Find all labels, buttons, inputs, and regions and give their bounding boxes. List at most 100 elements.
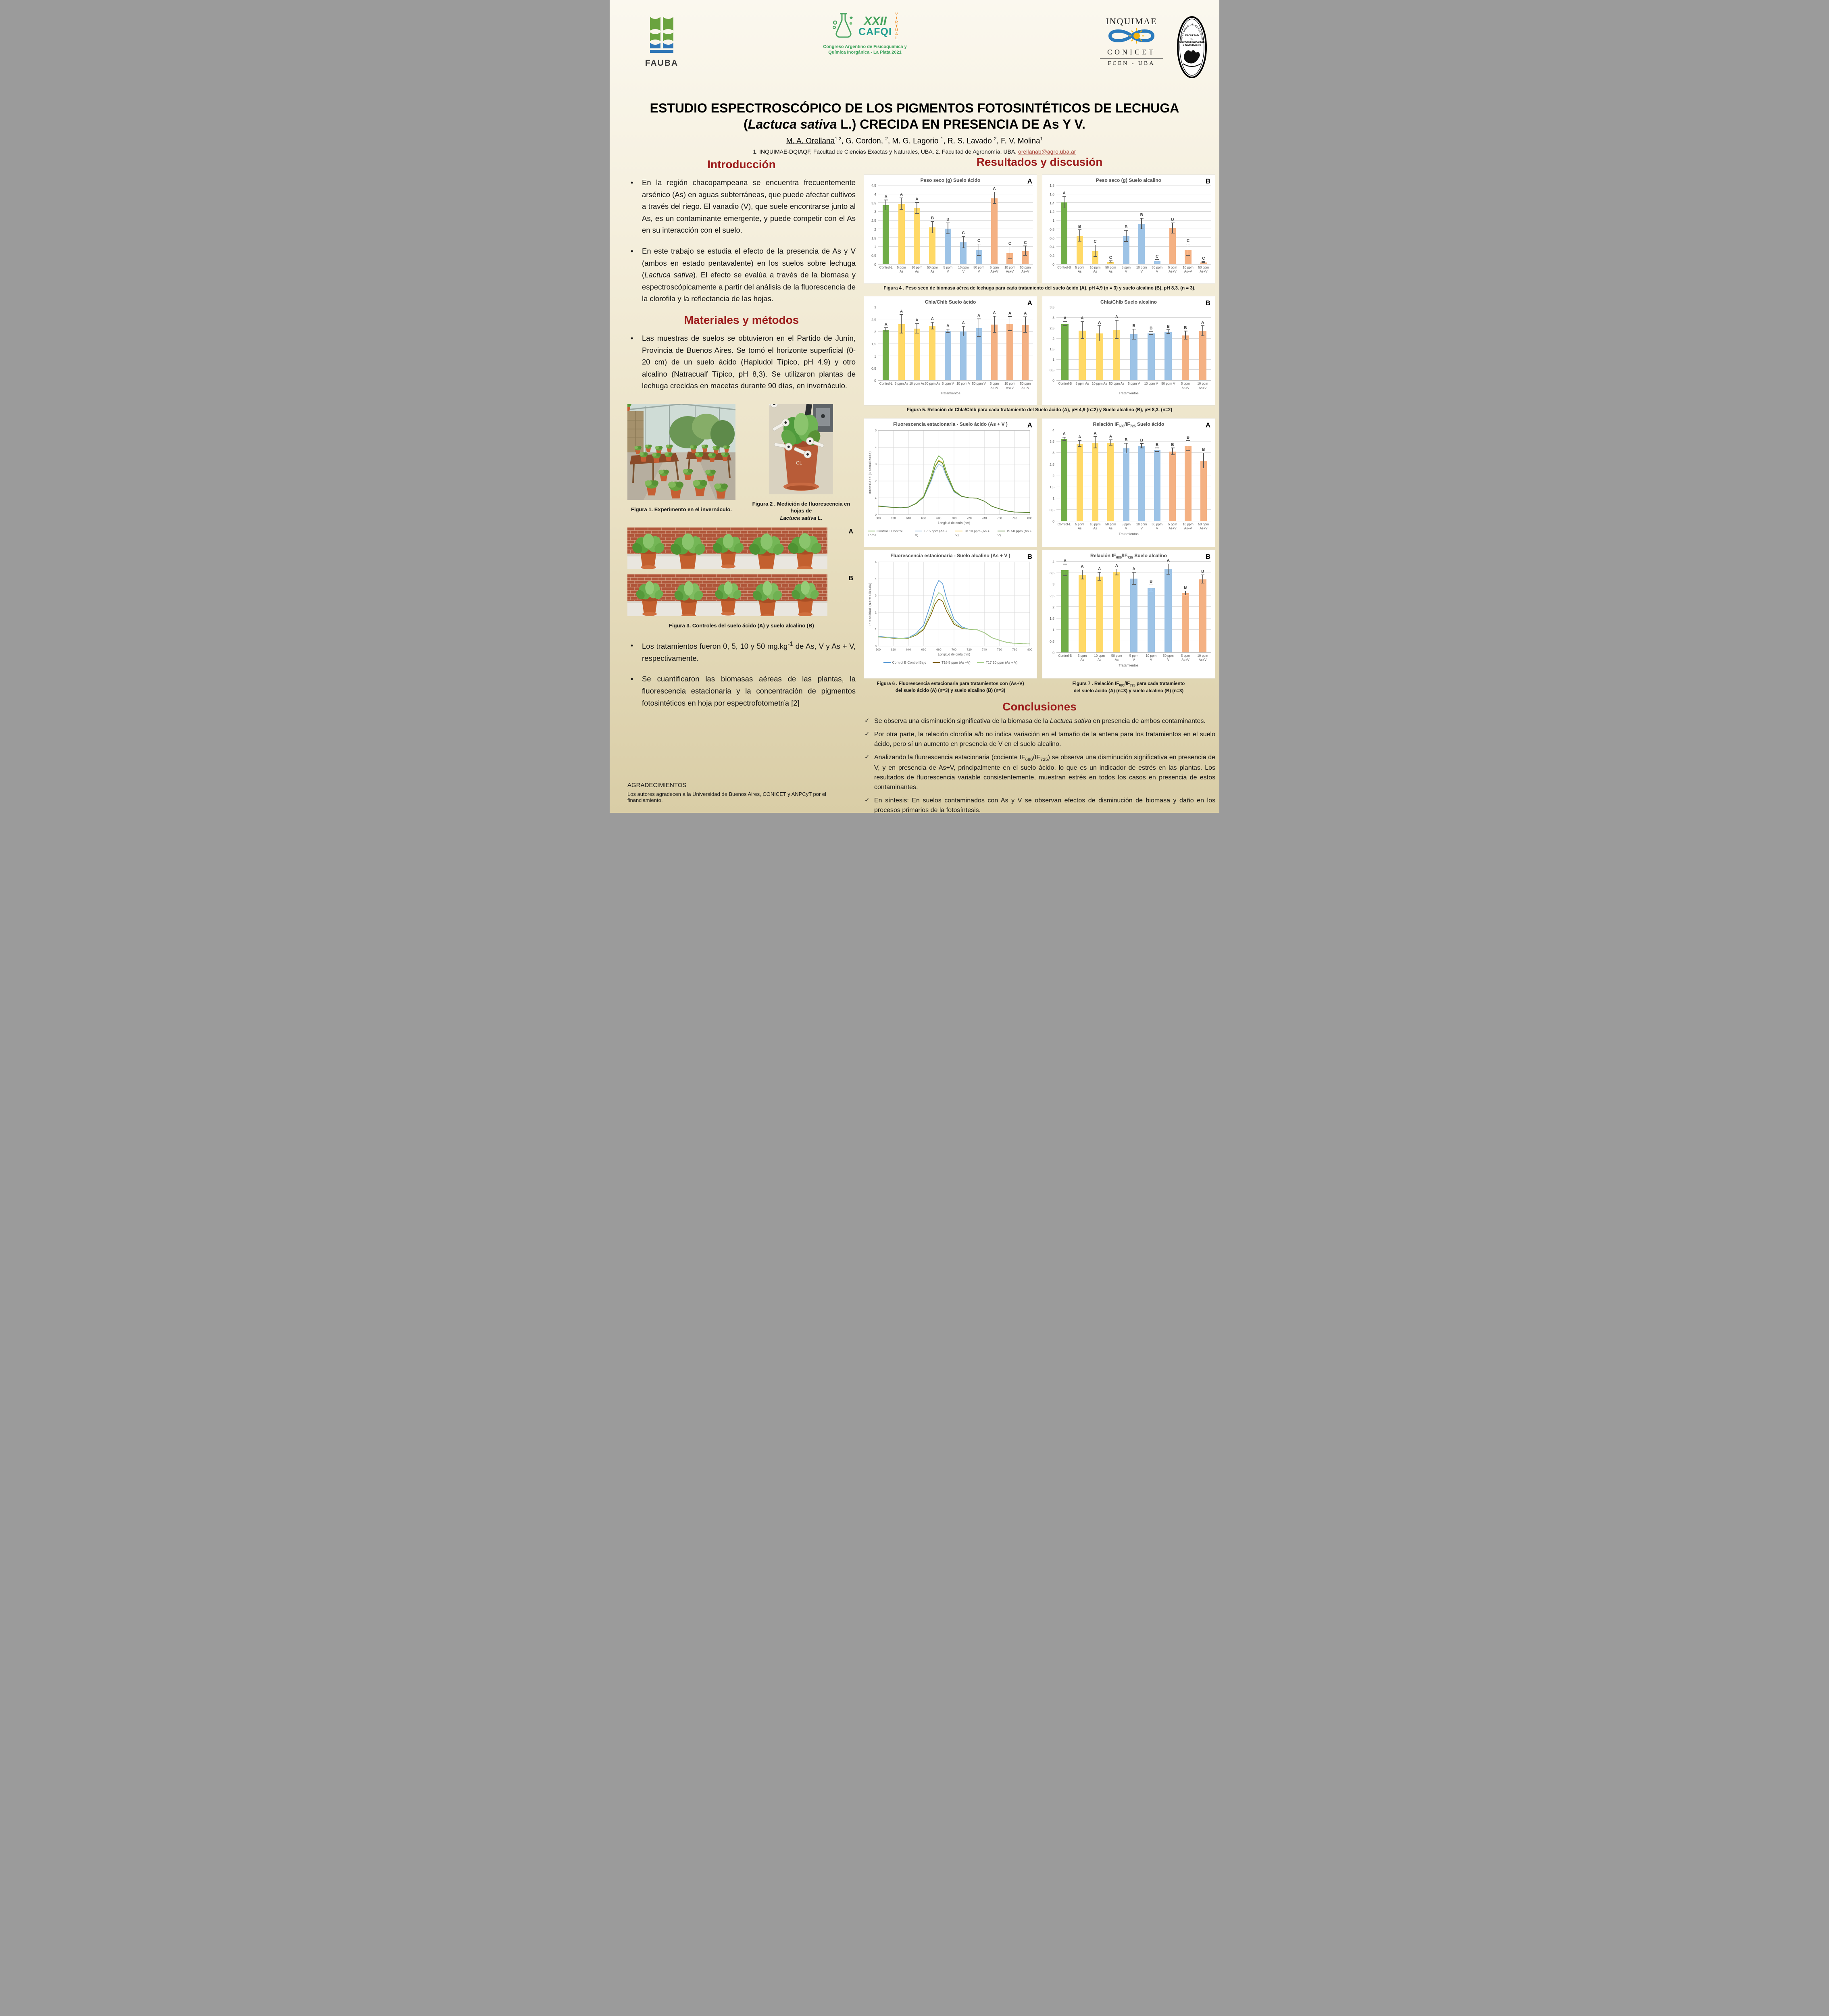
x-tick-label: 10 ppm As	[1089, 266, 1101, 274]
legend-swatch	[977, 662, 984, 663]
svg-text:5: 5	[875, 560, 877, 564]
bar-slot: B	[1142, 562, 1160, 652]
bar	[975, 328, 982, 381]
legend-swatch	[883, 662, 891, 663]
y-axis: 0 0,5 1 1,5 2 2,5 3 3,5 4 4,5	[871, 183, 876, 267]
x-tick-label: 10 ppm As+V	[1004, 382, 1015, 390]
bar-slot: A	[1002, 307, 1017, 381]
bar	[1164, 332, 1172, 381]
email-link[interactable]: orellanab@agro.uba.ar	[1018, 148, 1076, 155]
methods-bullet-2: Los tratamientos fueron 0, 5, 10 y 50 mg…	[627, 639, 856, 664]
bar	[883, 205, 890, 264]
results-heading: Resultados y discusión	[976, 156, 1103, 168]
x-tick-label: 10 ppm As+V	[1197, 382, 1208, 390]
bar	[1107, 442, 1114, 521]
fauba-logo: FAUBA	[644, 16, 680, 68]
x-tick-label: 50 ppm V	[1152, 266, 1162, 274]
figure3-photo-b: B	[627, 574, 856, 619]
uba-seal: UNIVERSIDAD·DE·BUENOS·AIRES FACULTAD DE …	[1176, 14, 1207, 79]
x-tick-label: 5 ppm V	[1128, 382, 1140, 386]
error-bar	[1064, 322, 1066, 326]
panel-letter: A	[1027, 177, 1032, 185]
significance-letter: B	[1156, 442, 1159, 447]
y-axis: 0 0,2 0,4 0,6 0,8 1 1,2 1,4 1,6 1,8	[1050, 183, 1054, 267]
svg-text:800: 800	[1027, 516, 1032, 520]
x-tick-label: 50 ppm V	[972, 382, 986, 386]
error-bar	[1095, 437, 1096, 448]
bar-slot: A	[878, 185, 894, 264]
chart-title: Chla/Chlb Suelo ácido	[925, 299, 976, 305]
bar	[1169, 452, 1176, 521]
x-axis-labels: Control-L 5 ppm As 10 ppm As 50 ppm As 5 ppm V 10…	[1056, 523, 1211, 531]
panel-letter: B	[1205, 299, 1210, 307]
x-tick-label: 10 ppm As	[909, 382, 925, 386]
significance-letter: A	[993, 187, 996, 192]
figure1-photo	[623, 402, 736, 502]
svg-text:Longitud de onda (nm): Longitud de onda (nm)	[938, 652, 970, 656]
significance-letter: A	[1094, 431, 1097, 436]
flask-icon	[832, 11, 855, 42]
legend-item: T7 5 ppm (As + V)	[915, 529, 948, 537]
svg-text:CL: CL	[796, 460, 802, 466]
x-axis-labels: Control-B 5 ppm As 10 ppm As 50 ppm As 5 ppm V 10…	[1056, 654, 1211, 662]
x-axis-title: Tratamientos	[1119, 531, 1139, 536]
svg-text:600: 600	[876, 516, 881, 520]
error-bar	[1025, 317, 1026, 333]
panel-letter: B	[1027, 552, 1032, 560]
svg-text:660: 660	[921, 516, 926, 520]
significance-letter: B	[1171, 217, 1174, 222]
significance-letter: A	[884, 322, 887, 327]
right-column: Resultados y discusión Peso seco (g) Sue…	[864, 156, 1215, 813]
bar	[1185, 446, 1192, 521]
figure5-caption: Figura 5. Relación de Chla/Chlb para cad…	[906, 408, 1173, 413]
x-tick-label: 10 ppm V	[1146, 654, 1157, 662]
bar-plot: 0 0,5 1 1,5 2 2,5 3 3,5 A A A A B B B B A	[1046, 305, 1211, 383]
x-axis-labels: Control-B 5 ppm As 10 ppm As 50 ppm As 5 ppm V 10…	[1056, 266, 1211, 274]
significance-letter: A	[900, 192, 903, 197]
error-bar	[994, 192, 995, 204]
bar-slot: B	[1196, 430, 1211, 521]
svg-text:800: 800	[1027, 648, 1032, 651]
error-bar	[1187, 441, 1189, 451]
inquimae-logo: INQUIMAE CONICET FCEN - UBA	[1095, 16, 1168, 67]
significance-letter: A	[1109, 434, 1112, 439]
svg-text:FACULTAD: FACULTAD	[1185, 34, 1199, 37]
bar-slot: C	[1002, 185, 1017, 264]
x-tick-label: 5 ppm V	[1129, 654, 1139, 662]
bar-slot: B	[1194, 562, 1211, 652]
bar-slot: A	[1056, 185, 1072, 264]
x-tick-label: 50 ppm V	[1163, 654, 1174, 662]
x-tick-label: 10 ppm As	[1092, 382, 1107, 386]
significance-letter: C	[977, 239, 981, 244]
divider	[1100, 58, 1163, 59]
bar-slot: A	[956, 307, 971, 381]
x-axis-title: Tratamientos	[1119, 663, 1139, 667]
chart-title: Fluorescencia estacionaria - Suelo ácido…	[893, 421, 1008, 427]
chart-if680-if725-suelo-alcalino: Relación IF680/IF725 Suelo alcalino B 0 0,5…	[1042, 549, 1215, 679]
bar	[1200, 460, 1207, 521]
bar	[1123, 448, 1129, 521]
x-tick-label: 50 ppm As	[1109, 382, 1125, 386]
x-tick-label: 10 ppm As	[1094, 654, 1105, 662]
bar-slot: C	[1196, 185, 1211, 264]
plot-area: A A A A B B B B B B	[1056, 429, 1211, 521]
svg-text:640: 640	[906, 648, 911, 651]
significance-letter: C	[1156, 254, 1159, 259]
significance-letter: A	[1167, 558, 1170, 563]
bar-slot: B	[1177, 562, 1194, 652]
cafqi-name: CAFQI	[858, 26, 892, 38]
legend-item: T16 5 ppm (As +V)	[933, 660, 971, 664]
x-axis-title: Tratamientos	[1119, 391, 1139, 396]
significance-letter: B	[1140, 438, 1143, 443]
bar	[1130, 579, 1137, 652]
significance-letter: B	[1078, 224, 1081, 229]
significance-letter: A	[1132, 566, 1135, 571]
x-tick-label: 10 ppm As+V	[1183, 522, 1194, 531]
significance-letter: A	[1063, 316, 1067, 321]
x-tick-label: 10 ppm V	[958, 266, 969, 274]
figure3-block: A	[627, 527, 856, 629]
x-tick-label: 5 ppm V	[943, 266, 952, 274]
error-bar	[1172, 223, 1173, 234]
conclusion-3: ✓ Analizando la fluorescencia estacionar…	[865, 754, 1216, 791]
bar	[1138, 446, 1145, 521]
